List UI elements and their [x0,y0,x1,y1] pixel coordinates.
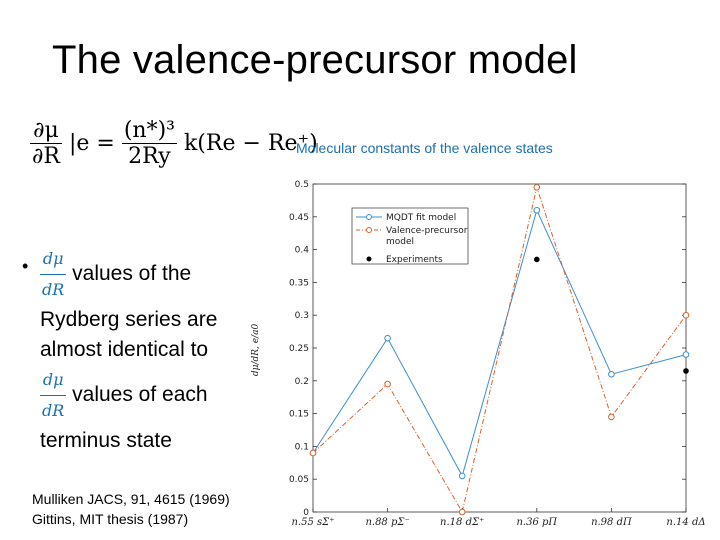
eq-tail: k(Re − Re⁺) [183,131,318,156]
eq-mid: |e = [68,131,115,156]
slide-title: The valence-precursor model [52,38,578,82]
legend-label-1: Valence-precursor model [386,226,468,247]
x-tick-label: n.98 dΠ [591,517,632,528]
series-point-1 [533,183,541,191]
eq-lhs-fraction: ∂μ ∂R [30,118,62,169]
bullet-frac-1-den: dR [42,280,65,299]
legend-marker-0 [366,214,372,220]
bullet-row-4: dμ dR values of each [40,365,240,426]
legend-marker-2 [366,256,372,262]
y-tick-label: 0.2 [295,377,309,387]
bullet-marker: • [22,256,29,276]
legend-label-0: MQDT fit model [386,213,456,223]
x-tick-label: n.18 dΣ⁺ [440,517,484,528]
experiment-point [683,368,689,374]
series-point-0 [533,206,541,214]
bullet-frac-2-den: dR [42,401,65,420]
series-point-1 [309,449,317,457]
series-point-1 [682,311,690,319]
series-point-1 [458,508,466,516]
series-point-0 [384,334,391,342]
x-tick-label: n.88 pΣ⁻ [365,517,409,528]
dipole-derivative-equation: ∂μ ∂R |e = (n*)³ 2Ry k(Re − Re⁺) [30,118,318,169]
x-tick-label: n.36 pΠ [516,517,557,528]
y-tick-label: 0.15 [289,410,309,420]
series-line-0 [312,208,687,478]
bullet-frac-1-num: dμ [40,244,67,275]
experiment-point [534,256,540,263]
y-tick-label: 0.4 [295,246,310,256]
series-point-0 [608,370,615,378]
y-tick-label: 0.3 [295,311,309,321]
series-point-0 [682,351,690,358]
y-axis-label: dμ/dR, e/a0 [251,324,261,377]
reference-2: Gittins, MIT thesis (1987) [32,511,189,527]
bullet-frac-2-num: dμ [40,365,67,396]
eq-rhs-fraction: (n*)³ 2Ry [121,118,177,169]
bullet-text: dμ dR values of the Rydberg series are a… [40,244,240,456]
series-point-0 [458,472,466,480]
bullet-line-3: almost identical to [40,338,209,361]
bullet-line-2: Rydberg series are [40,308,218,331]
y-tick-label: 0.5 [295,180,309,190]
chart-title: Molecular constants of the valence state… [296,140,553,156]
y-tick-label: 0.45 [289,213,309,223]
bullet-line-1: values of the [72,262,192,286]
reference-1: Mulliken JACS, 91, 4615 (1969) [32,491,230,507]
bullet-row-1: dμ dR values of the [40,244,240,305]
references: Mulliken JACS, 91, 4615 (1969) Gittins, … [32,489,230,529]
y-tick-label: 0.35 [289,278,309,288]
y-tick-label: 0.25 [289,344,309,354]
legend-marker-1 [366,227,372,233]
bullet-line-4: values of each [72,383,208,407]
eq-lhs-num: ∂μ [30,118,62,144]
y-tick-label: 0 [303,508,309,518]
series-line-1 [312,185,687,514]
bullet-line-5: terminus state [40,429,172,452]
x-tick-label: n.14 dΔ [666,517,705,528]
y-tick-label: 0.1 [295,442,309,452]
x-tick-label: n.55 sΣ⁺ [291,517,334,528]
y-tick-label: 0.05 [289,475,309,485]
series-point-1 [384,380,391,388]
eq-rhs-num: (n*)³ [121,118,177,144]
eq-rhs-den: 2Ry [128,144,171,169]
eq-lhs-den: ∂R [32,144,60,169]
legend-label-2: Experiments [386,255,443,265]
bullet-frac-2: dμ dR [40,365,67,426]
bullet-frac-1: dμ dR [40,244,67,305]
series-point-1 [608,413,615,421]
